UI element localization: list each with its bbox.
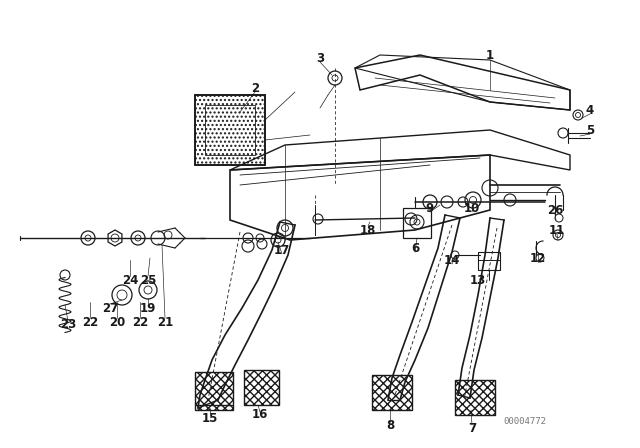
Bar	[244, 370, 279, 405]
Text: 26: 26	[547, 203, 563, 216]
Bar	[195, 95, 265, 165]
Text: 7: 7	[468, 422, 476, 435]
Bar	[478, 252, 500, 270]
Bar	[195, 372, 233, 410]
Text: 19: 19	[140, 302, 156, 314]
Bar	[455, 380, 495, 415]
Bar	[403, 208, 431, 238]
Bar	[195, 95, 265, 165]
Text: 16: 16	[252, 409, 268, 422]
Bar	[205, 105, 255, 155]
Text: 9: 9	[426, 202, 434, 215]
Text: 18: 18	[360, 224, 376, 237]
Text: 24: 24	[122, 273, 138, 287]
Text: 27: 27	[102, 302, 118, 314]
Text: 25: 25	[140, 273, 156, 287]
Text: 17: 17	[274, 244, 290, 257]
Text: 22: 22	[132, 315, 148, 328]
Text: 6: 6	[411, 241, 419, 254]
Text: 14: 14	[444, 254, 460, 267]
Text: 11: 11	[549, 224, 565, 237]
Bar	[455, 380, 495, 415]
Text: 1: 1	[486, 48, 494, 61]
Text: 20: 20	[109, 315, 125, 328]
Bar	[244, 370, 279, 405]
Text: 10: 10	[464, 202, 480, 215]
Text: 21: 21	[157, 315, 173, 328]
Text: 3: 3	[316, 52, 324, 65]
Text: 2: 2	[251, 82, 259, 95]
Bar	[372, 375, 412, 410]
Text: 4: 4	[586, 103, 594, 116]
Text: 22: 22	[82, 315, 98, 328]
Text: 8: 8	[386, 418, 394, 431]
Text: 5: 5	[586, 124, 594, 137]
Text: 00004772: 00004772	[503, 417, 547, 426]
Text: 15: 15	[202, 412, 218, 425]
Text: 12: 12	[530, 251, 546, 264]
Text: 13: 13	[470, 273, 486, 287]
Text: 23: 23	[60, 319, 76, 332]
Bar	[372, 375, 412, 410]
Bar	[195, 372, 233, 410]
